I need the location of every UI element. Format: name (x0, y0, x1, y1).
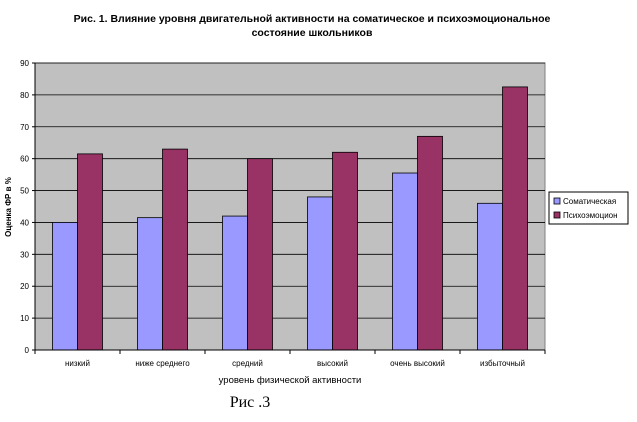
y-tick-label: 10 (20, 314, 29, 323)
x-tick-label: ниже среднего (135, 359, 190, 368)
grid-lines (35, 62, 545, 319)
legend-swatch-series-2 (553, 211, 561, 219)
x-axis-label: уровень физической активности (219, 375, 362, 386)
y-tick-label: 80 (20, 91, 29, 100)
x-tick-label: средний (232, 359, 263, 368)
plot-area (34, 62, 546, 351)
x-tick-label: низкий (65, 359, 90, 368)
bar-series-2 (502, 86, 528, 351)
legend-box (548, 191, 629, 225)
y-tick-label: 60 (20, 155, 29, 164)
bar-series-1 (137, 217, 163, 351)
y-tick-label: 20 (20, 282, 29, 291)
figure-caption: Рис .3 (229, 394, 271, 411)
x-axis-ticks: низкий ниже среднего средний высокий очень в… (34, 350, 546, 368)
chart-title: Рис. 1. Влияние уровня двигательной акти… (74, 13, 551, 25)
bar-series-2 (77, 153, 103, 351)
bar-series-1 (392, 172, 418, 351)
bar-series-2 (417, 135, 443, 351)
y-tick-label: 70 (20, 123, 29, 132)
bar-series-2 (162, 148, 188, 351)
bars (52, 86, 528, 351)
y-axis-label: Оценка ФР в % (4, 177, 13, 237)
y-tick-label: 30 (20, 250, 29, 259)
y-tick-label: 90 (20, 59, 29, 68)
y-tick-label: 40 (20, 218, 29, 227)
y-tick-label: 0 (25, 346, 30, 355)
legend-label-series-2: Психоэмоцион (563, 211, 618, 220)
bar-series-2 (247, 158, 273, 351)
x-tick-label: избыточный (480, 359, 525, 368)
x-tick-label: высокий (317, 359, 348, 368)
bar-series-1 (52, 222, 78, 351)
bar-series-1 (307, 196, 333, 351)
bar-series-2 (332, 151, 358, 351)
bar-series-1 (222, 215, 248, 351)
y-axis-ticks: 0 10 20 30 40 50 60 70 80 90 (20, 59, 35, 355)
x-tick-label: очень высокий (390, 359, 445, 368)
legend: Соматическая Психоэмоцион (548, 191, 629, 225)
legend-label-series-1: Соматическая (563, 197, 616, 206)
chart-subtitle: состояние школьников (252, 27, 373, 39)
y-tick-label: 50 (20, 187, 29, 196)
legend-swatch-series-1 (553, 197, 561, 205)
bar-series-1 (477, 202, 503, 351)
